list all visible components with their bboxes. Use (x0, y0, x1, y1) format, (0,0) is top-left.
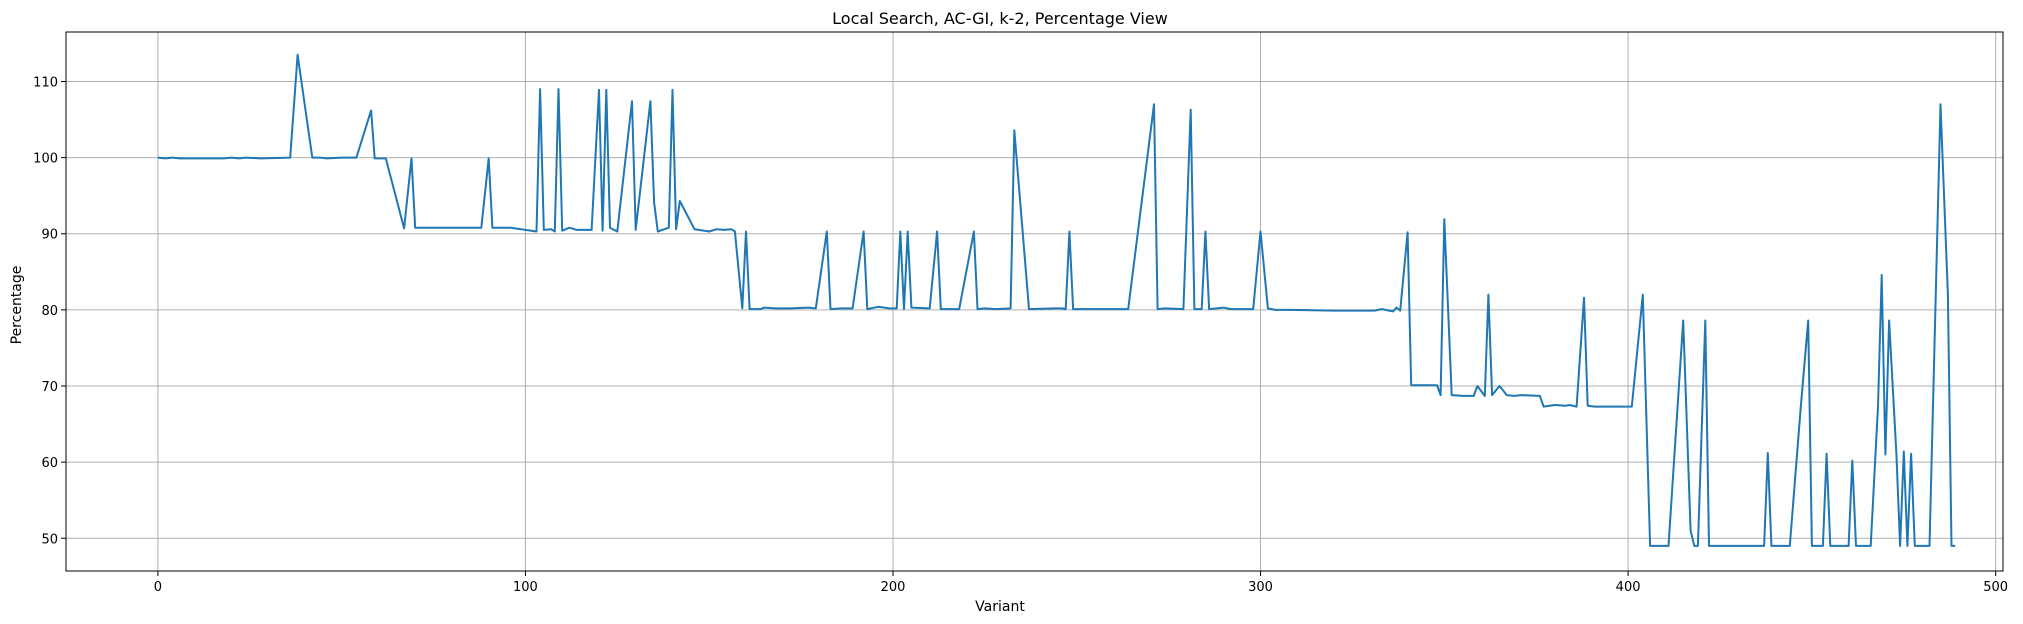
x-tick-label: 400 (1616, 580, 1641, 595)
tick-layer: 0 100 200 300 400 500 50 60 70 80 90 100 110 (33, 75, 2008, 595)
y-tick-label: 100 (33, 152, 58, 167)
x-tick-label: 0 (154, 580, 162, 595)
y-tick-label: 80 (41, 304, 58, 319)
x-tick-label: 100 (513, 580, 538, 595)
x-axis-label: Variant (975, 599, 1025, 615)
chart-title: Local Search, AC-GI, k-2, Percentage Vie… (832, 9, 1168, 28)
x-tick-label: 300 (1248, 580, 1273, 595)
y-axis-label: Percentage (9, 266, 25, 345)
y-tick-label: 50 (41, 532, 58, 547)
x-tick-label: 200 (881, 580, 906, 595)
plot-border (65, 31, 2004, 572)
y-tick-label: 70 (41, 380, 58, 395)
series-layer (157, 53, 1956, 547)
plot-frame (65, 31, 2004, 572)
y-tick-label: 60 (41, 456, 58, 471)
series-line (157, 53, 1956, 547)
grid (66, 32, 2003, 571)
x-tick-label: 500 (1983, 580, 2008, 595)
y-tick-label: 90 (41, 228, 58, 243)
y-tick-label: 110 (33, 75, 58, 90)
